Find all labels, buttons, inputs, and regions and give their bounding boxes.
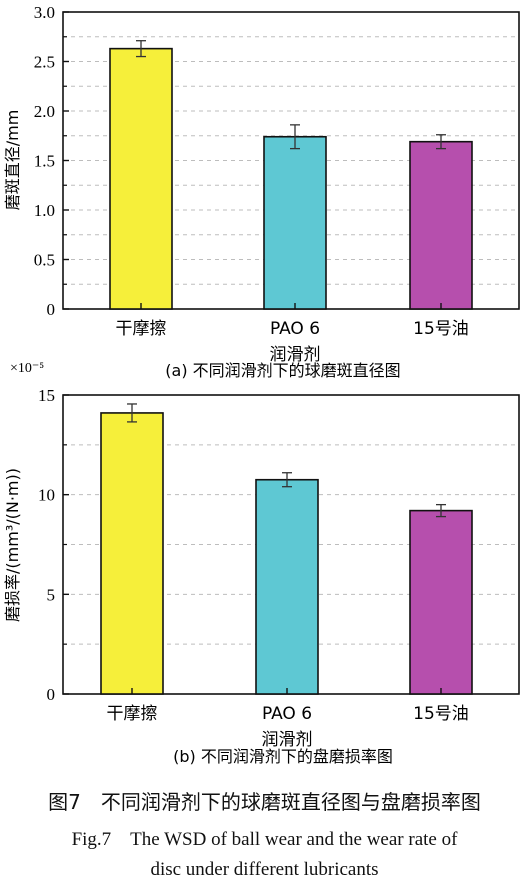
chart2-scale-label: ×10⁻⁵	[10, 361, 44, 376]
chart2-bar	[409, 509, 473, 695]
chart1-bar	[263, 135, 327, 310]
figure-caption-english-line2: disc under different lubricants	[150, 859, 379, 880]
chart1-y-tick-label: 2.5	[34, 53, 55, 72]
chart2-x-tick-label: 15号油	[413, 704, 469, 724]
chart1-x-tick-label: 干摩擦	[116, 319, 167, 339]
chart1-y-tick-label: 0.5	[34, 251, 55, 270]
chart1-bar	[409, 140, 473, 310]
figure-caption-english-line1: Fig.7 The WSD of ball wear and the wear …	[71, 829, 458, 850]
chart2-y-tick-label: 15	[38, 386, 55, 405]
chart1-x-tick-label: 15号油	[413, 319, 469, 339]
chart1-x-axis-title: 润滑剂	[270, 345, 321, 365]
chart1-subplot-caption: (a) 不同润滑剂下的球磨斑直径图	[165, 361, 400, 380]
chart1-y-tick-label: 2.0	[34, 102, 55, 121]
chart2-subplot-caption: (b) 不同润滑剂下的盘磨损率图	[173, 747, 393, 766]
chart2-y-tick-label: 0	[47, 685, 56, 704]
chart1-bar	[109, 47, 173, 310]
chart2-x-tick-label: 干摩擦	[107, 704, 158, 724]
chart2-bar	[100, 412, 164, 695]
chart2-y-tick-label: 10	[38, 486, 55, 505]
chart1-y-tick-label: 3.0	[34, 3, 55, 22]
chart1-x-tick-label: PAO 6	[270, 319, 320, 339]
chart1-y-tick-label: 1.5	[34, 152, 55, 171]
chart2-y-axis-title: 磨损率/(mm³/(N·m))	[3, 468, 22, 622]
chart2-x-axis-title: 润滑剂	[262, 730, 313, 750]
chart2-bar	[255, 478, 319, 695]
chart1-y-tick-label: 1.0	[34, 201, 55, 220]
chart2-x-tick-label: PAO 6	[262, 704, 312, 724]
chart1-y-axis-title: 磨斑直径/mm	[3, 110, 22, 211]
figure-caption-chinese: 图7 不同润滑剂下的球磨斑直径图与盘磨损率图	[48, 790, 481, 814]
chart2-y-tick-label: 5	[47, 585, 56, 604]
chart1-y-tick-label: 0	[47, 300, 56, 319]
